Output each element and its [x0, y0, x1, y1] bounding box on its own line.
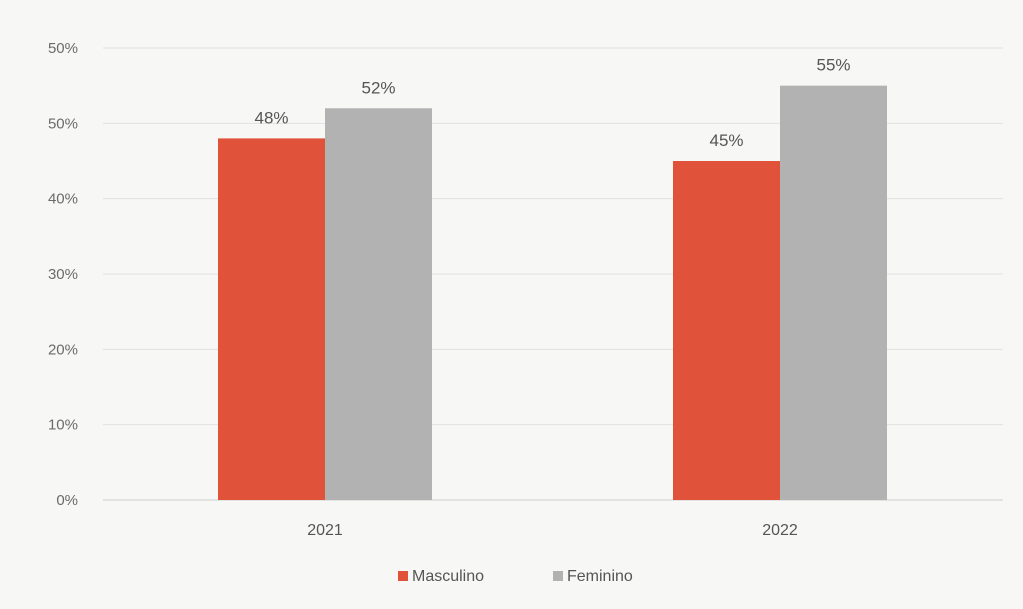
bar-masculino-2021: [218, 138, 325, 500]
y-tick-label: 30%: [48, 266, 78, 283]
y-tick-label: 10%: [48, 417, 78, 434]
data-label-masculino-2022: 45%: [709, 131, 743, 150]
y-tick-label: 50%: [48, 115, 78, 132]
legend-swatch-feminino: [553, 571, 563, 581]
data-label-feminino-2021: 52%: [361, 78, 395, 97]
data-label-masculino-2021: 48%: [254, 108, 288, 127]
y-tick-label: 40%: [48, 191, 78, 208]
y-tick-label: 20%: [48, 341, 78, 358]
legend: Masculino Feminino: [398, 568, 633, 585]
x-axis-category-labels: 2021 2022: [307, 522, 798, 539]
y-axis-tick-labels: 0% 10% 20% 30% 40% 50% 50%: [48, 40, 78, 509]
legend-swatch-masculino: [398, 571, 408, 581]
data-label-feminino-2022: 55%: [816, 56, 850, 75]
bar-feminino-2021: [325, 108, 432, 501]
bar-masculino-2022: [673, 161, 780, 500]
bar-feminino-2022: [780, 85, 887, 501]
category-label-2022: 2022: [762, 522, 798, 539]
y-tick-label: 0%: [56, 492, 78, 509]
legend-label-feminino: Feminino: [567, 568, 633, 585]
bars: [218, 85, 887, 501]
y-tick-label: 50%: [48, 40, 78, 57]
data-labels: 48% 52% 45% 55%: [254, 56, 850, 150]
legend-label-masculino: Masculino: [412, 568, 484, 585]
category-label-2021: 2021: [307, 522, 343, 539]
